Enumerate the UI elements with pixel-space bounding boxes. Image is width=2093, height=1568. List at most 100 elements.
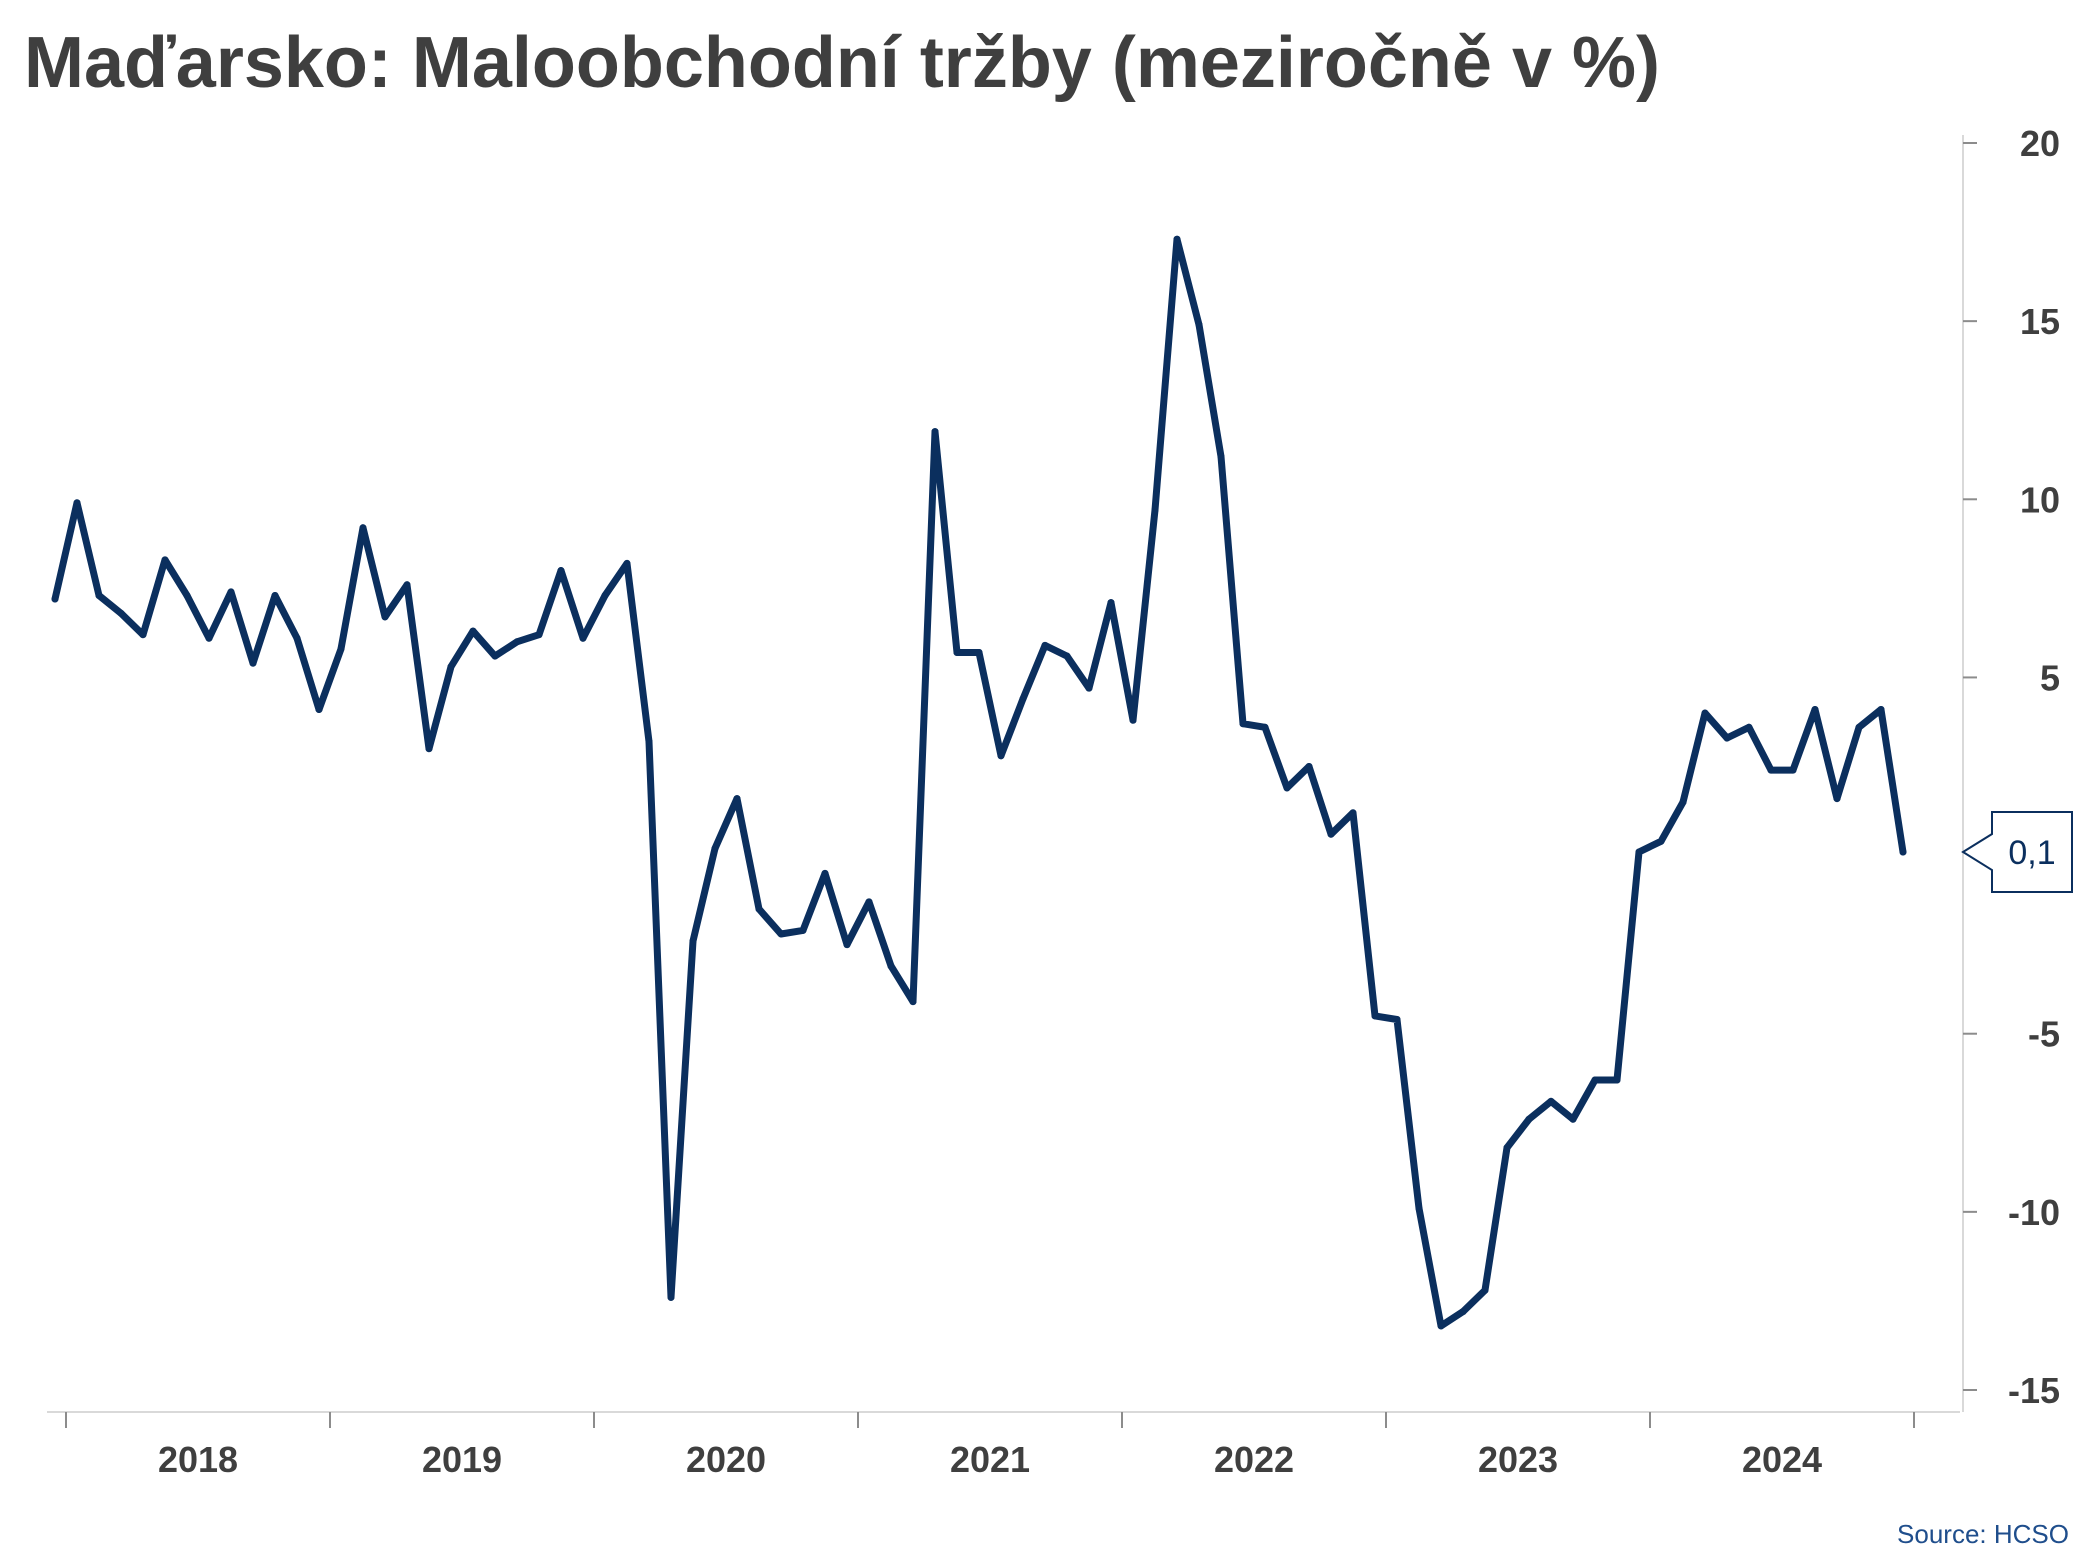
data-point [953,648,961,656]
data-point [1745,723,1753,731]
chart-title: Maďarsko: Maloobchodní tržby (meziročně … [24,23,1660,103]
data-point [1019,695,1027,703]
data-point [95,591,103,599]
data-point [1283,784,1291,792]
x-tick-label: 2020 [686,1439,766,1480]
data-point [1613,1076,1621,1084]
data-point [1701,709,1709,717]
data-point [139,631,147,639]
data-point [1349,809,1357,817]
series-layer [51,235,1907,1330]
data-point [1195,321,1203,329]
data-point [1855,723,1863,731]
y-axis: 20 15 10 5 -5 -10 -15 [1962,123,2060,1412]
data-point [1481,1286,1489,1294]
y-tick-label: -15 [2008,1370,2060,1411]
x-axis: 2018 2019 2020 2021 2022 2023 2024 [47,1411,1960,1480]
data-point [975,648,983,656]
data-point [777,930,785,938]
data-point [117,609,125,617]
data-point [491,652,499,660]
data-point [183,591,191,599]
data-point [1547,1097,1555,1105]
data-point [689,937,697,945]
data-point [557,567,565,575]
data-point [1437,1322,1445,1330]
data-point [1833,795,1841,803]
data-point [469,627,477,635]
data-point [271,591,279,599]
last-value-label: 0,1 [2008,834,2055,872]
data-point [1811,705,1819,713]
data-point [73,499,81,507]
x-tick-label: 2022 [1214,1439,1294,1480]
data-point [843,941,851,949]
data-point [425,745,433,753]
data-point [1261,723,1269,731]
data-point [161,556,169,564]
y-tick-label: 10 [2020,479,2060,520]
data-point [1041,641,1049,649]
data-point [821,869,829,877]
data-point [711,844,719,852]
data-point [909,998,917,1006]
data-point [1371,1012,1379,1020]
data-point [513,638,521,646]
x-tick-label: 2024 [1742,1439,1822,1480]
data-point [1459,1308,1467,1316]
data-point [227,588,235,596]
data-point [623,559,631,567]
y-tick-label: 5 [2040,657,2060,698]
data-point [1723,734,1731,742]
data-point [249,659,257,667]
data-point [1679,798,1687,806]
callout-box [1961,811,2073,894]
data-point [667,1293,675,1301]
data-point [1393,1015,1401,1023]
data-point [1327,830,1335,838]
data-point [1525,1115,1533,1123]
data-point [1789,766,1797,774]
data-point [1129,716,1137,724]
data-point [1085,684,1093,692]
data-point [645,738,653,746]
data-point [1173,235,1181,243]
data-point [1107,599,1115,607]
data-point [381,613,389,621]
data-point [205,634,213,642]
data-point [293,634,301,642]
data-point [1899,848,1907,856]
data-point [359,524,367,532]
data-point [601,591,609,599]
data-point [337,645,345,653]
data-point [733,795,741,803]
data-point [1591,1076,1599,1084]
data-point [579,634,587,642]
last-value-callout: 0,1 [1961,811,2073,894]
data-point [997,752,1005,760]
data-point [403,581,411,589]
data-point [1569,1115,1577,1123]
data-point [535,631,543,639]
data-point [447,663,455,671]
data-point [1657,837,1665,845]
data-point [865,898,873,906]
y-tick-label: 20 [2020,123,2060,164]
data-point [1217,453,1225,461]
data-point [799,926,807,934]
data-point [1305,763,1313,770]
series-line [51,235,1907,1330]
y-tick-label: -10 [2008,1192,2060,1233]
data-point [1063,652,1071,660]
data-point [1877,705,1885,713]
x-tick-label: 2021 [950,1439,1030,1480]
data-point [755,905,763,913]
x-tick-label: 2019 [422,1439,502,1480]
y-tick-label: -5 [2028,1014,2060,1055]
data-point [887,962,895,970]
data-point [1635,848,1643,856]
x-tick-label: 2023 [1478,1439,1558,1480]
data-point [315,705,323,713]
x-tick-label: 2018 [158,1439,238,1480]
